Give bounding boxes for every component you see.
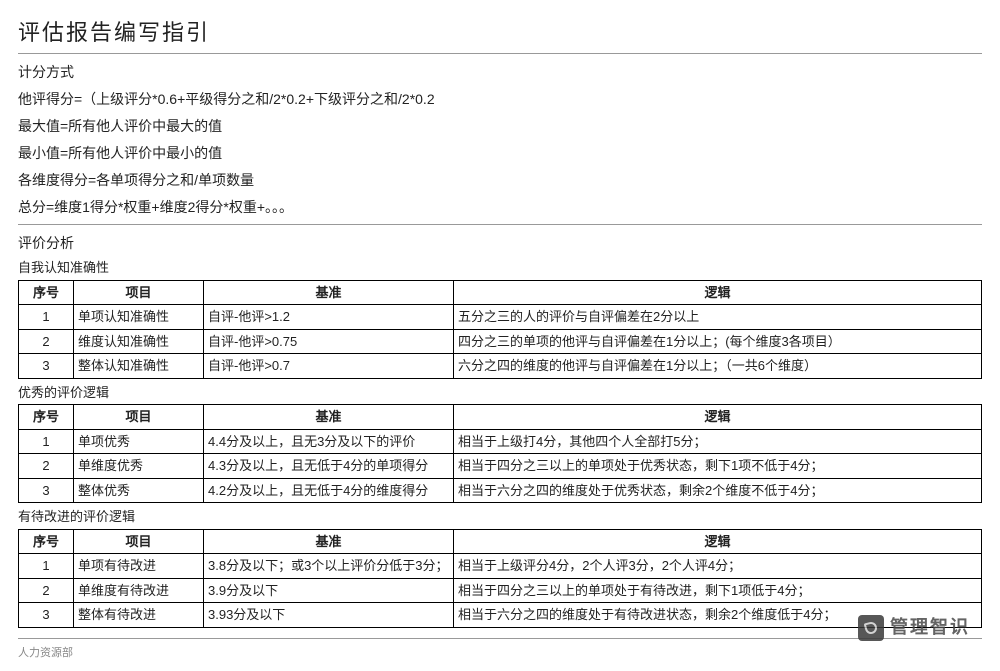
col-header: 逻辑 [454,280,982,305]
cell-logic: 五分之三的人的评价与自评偏差在2分以上 [454,305,982,330]
cell-std: 自评-他评>0.7 [204,354,454,379]
table-row: 3 整体认知准确性 自评-他评>0.7 六分之四的维度的他评与自评偏差在1分以上… [19,354,982,379]
cell-idx: 3 [19,354,74,379]
col-header: 逻辑 [454,529,982,554]
table-row: 2 维度认知准确性 自评-他评>0.75 四分之三的单项的他评与自评偏差在1分以… [19,329,982,354]
page-title: 评估报告编写指引 [18,16,982,49]
table-improve: 序号 项目 基准 逻辑 1 单项有待改进 3.8分及以下；或3个以上评价分低于3… [18,529,982,628]
col-header: 项目 [74,405,204,430]
cell-logic: 六分之四的维度的他评与自评偏差在1分以上；（一共6个维度） [454,354,982,379]
footer-department: 人力资源部 [18,645,982,662]
cell-idx: 2 [19,454,74,479]
cell-proj: 单维度有待改进 [74,578,204,603]
cell-proj: 单维度优秀 [74,454,204,479]
cell-std: 自评-他评>1.2 [204,305,454,330]
cell-std: 3.8分及以下；或3个以上评价分低于3分； [204,554,454,579]
cell-idx: 3 [19,478,74,503]
cell-proj: 单项认知准确性 [74,305,204,330]
col-header: 项目 [74,280,204,305]
col-header: 序号 [19,529,74,554]
col-header: 逻辑 [454,405,982,430]
cell-std: 自评-他评>0.75 [204,329,454,354]
col-header: 项目 [74,529,204,554]
cell-logic: 相当于上级打4分，其他四个人全部打5分； [454,429,982,454]
cell-proj: 单项有待改进 [74,554,204,579]
table-self-awareness: 序号 项目 基准 逻辑 1 单项认知准确性 自评-他评>1.2 五分之三的人的评… [18,280,982,379]
wechat-icon [858,615,884,641]
cell-proj: 整体有待改进 [74,603,204,628]
table-row: 3 整体优秀 4.2分及以上，且无低于4分的维度得分 相当于六分之四的维度处于优… [19,478,982,503]
cell-idx: 2 [19,578,74,603]
watermark: 管理智识 [858,614,970,641]
analysis-heading: 评价分析 [18,233,982,254]
table-row: 1 单项认知准确性 自评-他评>1.2 五分之三的人的评价与自评偏差在2分以上 [19,305,982,330]
footer-rule [18,638,982,639]
cell-std: 3.9分及以下 [204,578,454,603]
watermark-text: 管理智识 [890,614,970,641]
cell-proj: 整体认知准确性 [74,354,204,379]
cell-idx: 3 [19,603,74,628]
table1-caption: 自我认知准确性 [18,258,982,278]
formula-line: 总分=维度1得分*权重+维度2得分*权重+。。。 [18,197,982,218]
table-row: 2 单维度优秀 4.3分及以上，且无低于4分的单项得分 相当于四分之三以上的单项… [19,454,982,479]
formula-line: 最大值=所有他人评价中最大的值 [18,116,982,137]
formula-line: 他评得分=（上级评分*0.6+平级得分之和/2*0.2+下级评分之和/2*0.2 [18,89,982,110]
table-row: 2 单维度有待改进 3.9分及以下 相当于四分之三以上的单项处于有待改进，剩下1… [19,578,982,603]
cell-idx: 1 [19,429,74,454]
title-rule [18,53,982,54]
table-row: 1 单项有待改进 3.8分及以下；或3个以上评价分低于3分； 相当于上级评分4分… [19,554,982,579]
cell-idx: 2 [19,329,74,354]
table-row: 1 单项优秀 4.4分及以上，且无3分及以下的评价 相当于上级打4分，其他四个人… [19,429,982,454]
cell-proj: 整体优秀 [74,478,204,503]
cell-std: 4.2分及以上，且无低于4分的维度得分 [204,478,454,503]
table2-caption: 优秀的评价逻辑 [18,383,982,403]
table-row: 3 整体有待改进 3.93分及以下 相当于六分之四的维度处于有待改进状态，剩余2… [19,603,982,628]
cell-std: 4.3分及以上，且无低于4分的单项得分 [204,454,454,479]
formula-line: 最小值=所有他人评价中最小的值 [18,143,982,164]
col-header: 序号 [19,405,74,430]
table-excellent: 序号 项目 基准 逻辑 1 单项优秀 4.4分及以上，且无3分及以下的评价 相当… [18,404,982,503]
cell-proj: 维度认知准确性 [74,329,204,354]
cell-logic: 四分之三的单项的他评与自评偏差在1分以上；(每个维度3各项目） [454,329,982,354]
col-header: 基准 [204,529,454,554]
cell-proj: 单项优秀 [74,429,204,454]
col-header: 序号 [19,280,74,305]
col-header: 基准 [204,405,454,430]
cell-idx: 1 [19,554,74,579]
section-rule [18,224,982,225]
cell-logic: 相当于四分之三以上的单项处于优秀状态，剩下1项不低于4分； [454,454,982,479]
cell-logic: 相当于四分之三以上的单项处于有待改进，剩下1项低于4分； [454,578,982,603]
scoring-heading: 计分方式 [18,62,982,83]
col-header: 基准 [204,280,454,305]
cell-logic: 相当于六分之四的维度处于优秀状态，剩余2个维度不低于4分； [454,478,982,503]
table3-caption: 有待改进的评价逻辑 [18,507,982,527]
cell-logic: 相当于上级评分4分，2个人评3分，2个人评4分； [454,554,982,579]
cell-std: 3.93分及以下 [204,603,454,628]
formula-line: 各维度得分=各单项得分之和/单项数量 [18,170,982,191]
cell-idx: 1 [19,305,74,330]
cell-std: 4.4分及以上，且无3分及以下的评价 [204,429,454,454]
